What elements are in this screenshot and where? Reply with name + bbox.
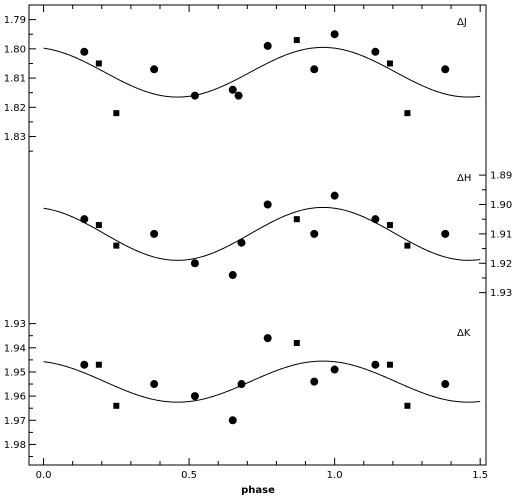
model-curve <box>43 46 481 98</box>
y-tick-label: 1.90 <box>490 200 512 211</box>
y-tick-label: 1.79 <box>4 15 26 26</box>
y-tick-label: 1.93 <box>4 319 26 330</box>
data-point-circle <box>228 271 237 280</box>
plot-frame <box>28 4 487 466</box>
panel-label: ΔH <box>457 173 471 184</box>
panel-3: ΔK 1.93 1.94 1.95 1.96 1.97 1.98 <box>4 319 481 458</box>
y-tick-label: 1.83 <box>4 132 26 143</box>
data-point-circle <box>371 360 380 369</box>
data-point-square <box>113 402 120 409</box>
y-tick-label: 1.97 <box>4 416 26 427</box>
x-tick-label: 0.5 <box>181 470 197 481</box>
data-point-circle <box>310 377 319 386</box>
panel-1: ΔJ 1.79 1.80 1.81 1.82 1.83 <box>4 15 481 152</box>
model-curve <box>43 206 481 261</box>
y-tick-label: 1.96 <box>4 392 26 403</box>
data-point-square <box>113 110 120 117</box>
data-point-circle <box>228 416 237 425</box>
y-tick-label: 1.93 <box>490 288 512 299</box>
y-tick-label: 1.94 <box>4 343 26 354</box>
data-point-circle <box>371 47 380 56</box>
data-point-square <box>113 242 120 249</box>
data-point-circle <box>190 259 199 268</box>
data-point-square <box>386 361 393 368</box>
panels: ΔJ 1.79 1.80 1.81 1.82 1.83 ΔH 1.89 1.90 1.91 1.92… <box>4 15 512 458</box>
data-point-circle <box>80 215 89 224</box>
data-point-circle <box>330 365 339 374</box>
x-axis-title: phase <box>241 485 275 496</box>
data-point-circle <box>441 380 450 389</box>
data-point-circle <box>310 229 319 238</box>
data-point-square <box>95 222 102 229</box>
data-point-circle <box>228 85 237 94</box>
data-point-square <box>386 60 393 67</box>
y-tick-label: 1.95 <box>4 367 26 378</box>
y-tick-label: 1.98 <box>4 440 26 451</box>
x-tick-label: 1.5 <box>472 470 488 481</box>
x-tick-label: 0.0 <box>36 470 52 481</box>
data-point-circle <box>190 91 199 100</box>
panel-label: ΔJ <box>457 17 467 28</box>
data-point-circle <box>150 380 159 389</box>
data-point-circle <box>190 392 199 401</box>
y-tick-label: 1.81 <box>4 74 26 85</box>
y-tick-label: 1.92 <box>490 259 512 270</box>
data-point-circle <box>237 380 246 389</box>
data-point-square <box>293 216 300 223</box>
data-point-square <box>95 361 102 368</box>
panel-label: ΔK <box>457 328 471 339</box>
data-point-circle <box>263 334 272 343</box>
data-point-circle <box>80 47 89 56</box>
data-point-square <box>293 37 300 44</box>
data-point-square <box>293 339 300 346</box>
x-axis: 0.0 0.5 1.0 1.5 <box>36 5 488 481</box>
y-tick-label: 1.91 <box>490 229 512 240</box>
data-point-circle <box>237 238 246 247</box>
model-curve <box>43 360 481 403</box>
data-point-circle <box>150 229 159 238</box>
data-point-square <box>404 242 411 249</box>
data-point-circle <box>441 65 450 74</box>
y-tick-label: 1.82 <box>4 103 26 114</box>
data-point-circle <box>330 30 339 39</box>
data-point-square <box>386 222 393 229</box>
data-point-square <box>404 402 411 409</box>
panel-2: ΔH 1.89 1.90 1.91 1.92 1.93 <box>43 171 512 299</box>
data-point-square <box>404 110 411 117</box>
data-point-circle <box>310 65 319 74</box>
data-point-circle <box>234 91 243 100</box>
data-point-circle <box>263 200 272 209</box>
data-point-circle <box>371 215 380 224</box>
data-point-circle <box>263 41 272 50</box>
y-tick-label: 1.80 <box>4 44 26 55</box>
y-tick-label: 1.89 <box>490 171 512 182</box>
data-point-circle <box>80 360 89 369</box>
data-point-square <box>95 60 102 67</box>
x-tick-label: 1.0 <box>327 470 343 481</box>
data-point-circle <box>441 229 450 238</box>
data-point-circle <box>330 191 339 200</box>
data-point-circle <box>150 65 159 74</box>
